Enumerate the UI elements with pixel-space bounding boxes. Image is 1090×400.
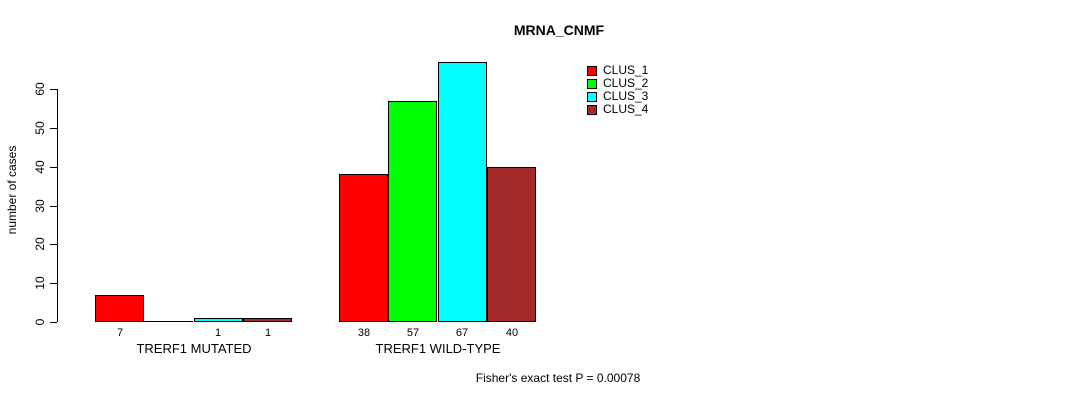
legend-row: CLUS_3 xyxy=(587,90,648,103)
chart-title: MRNA_CNMF xyxy=(513,22,605,38)
y-axis-tick-label: 30 xyxy=(33,199,47,213)
bar-value-label: 7 xyxy=(116,327,124,339)
bar-value-label: 40 xyxy=(505,327,519,339)
y-axis-tick-label: 0 xyxy=(33,318,47,326)
y-axis-tick-label: 50 xyxy=(33,121,47,135)
bar-CLUS_1 xyxy=(95,295,144,322)
y-axis-tick xyxy=(50,128,57,129)
category-label: TRERF1 MUTATED xyxy=(136,341,252,356)
y-axis-tick-label: 10 xyxy=(33,276,47,290)
y-axis-tick xyxy=(50,322,57,323)
legend-label: CLUS_4 xyxy=(603,102,649,116)
legend-row: CLUS_2 xyxy=(587,77,648,90)
y-axis-line xyxy=(57,89,58,322)
bar-value-label: 57 xyxy=(406,327,420,339)
bar-value-label: 67 xyxy=(455,327,469,339)
legend-label: CLUS_2 xyxy=(603,76,649,90)
y-axis-tick xyxy=(50,206,57,207)
legend-row: CLUS_1 xyxy=(587,64,648,77)
bar-value-label: 1 xyxy=(214,327,222,339)
bar-CLUS_2-zero xyxy=(144,321,193,322)
y-axis-tick xyxy=(50,244,57,245)
y-axis-tick xyxy=(50,283,57,284)
bar-CLUS_4 xyxy=(243,318,292,322)
legend-swatch-CLUS_4 xyxy=(587,104,597,115)
bar-value-label: 1 xyxy=(264,327,272,339)
y-axis-tick-label: 60 xyxy=(33,82,47,96)
fisher-test-annotation: Fisher's exact test P = 0.00078 xyxy=(475,371,641,385)
bar-CLUS_1 xyxy=(339,174,388,322)
bar-value-label: 38 xyxy=(357,327,371,339)
legend: CLUS_1 CLUS_2 CLUS_3 CLUS_4 xyxy=(587,64,648,116)
legend-swatch-CLUS_2 xyxy=(587,78,597,89)
legend-swatch-CLUS_1 xyxy=(587,65,597,76)
y-axis-tick-label: 40 xyxy=(33,160,47,174)
bar-CLUS_3 xyxy=(194,318,243,322)
y-axis-tick-label: 20 xyxy=(33,237,47,251)
y-axis-tick xyxy=(50,89,57,90)
y-axis-title: number of cases xyxy=(5,145,19,235)
bar-CLUS_4 xyxy=(487,167,536,322)
legend-label: CLUS_1 xyxy=(603,63,649,77)
bar-CLUS_3 xyxy=(438,62,487,322)
legend-label: CLUS_3 xyxy=(603,89,649,103)
category-label: TRERF1 WILD-TYPE xyxy=(375,341,501,356)
legend-swatch-CLUS_3 xyxy=(587,91,597,102)
y-axis-tick xyxy=(50,167,57,168)
legend-row: CLUS_4 xyxy=(587,103,648,116)
bar-CLUS_2 xyxy=(388,101,437,322)
